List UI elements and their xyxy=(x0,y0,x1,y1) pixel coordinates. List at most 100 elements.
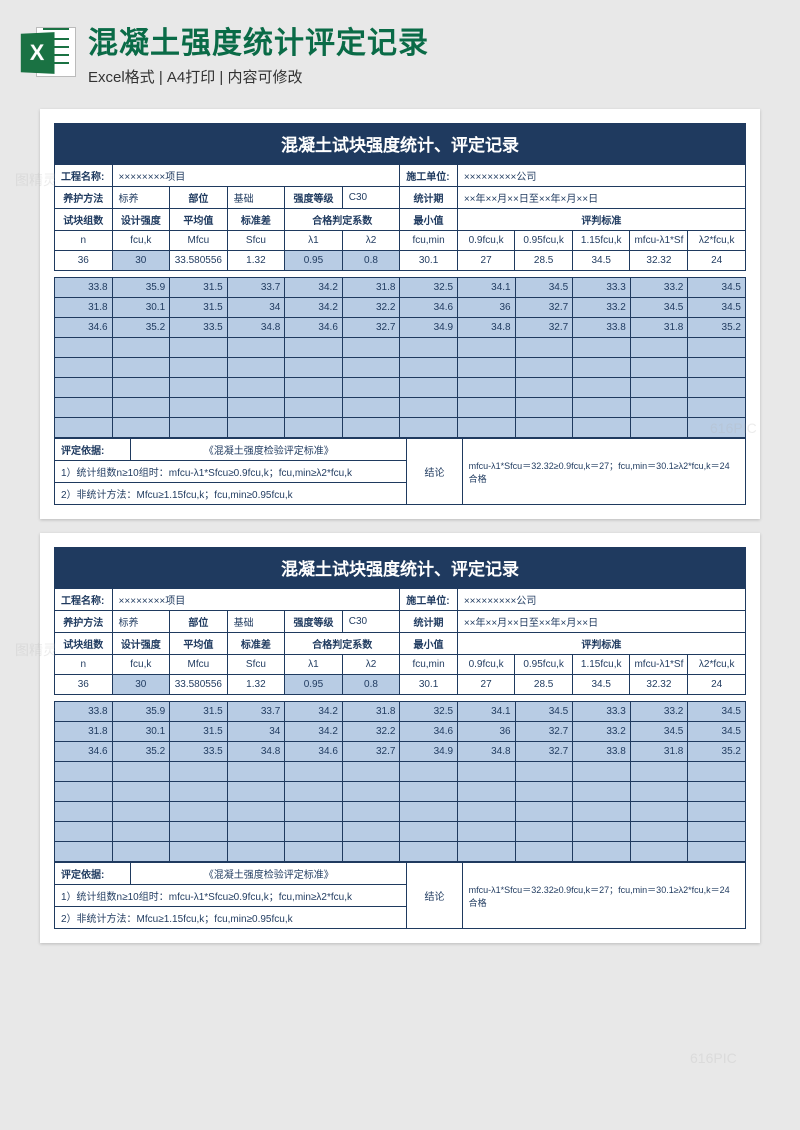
hdr-l2: λ2 xyxy=(342,655,400,675)
hdr-l1: λ1 xyxy=(285,655,343,675)
std-label: 标准差 xyxy=(227,633,285,655)
grade-value: C30 xyxy=(342,611,400,633)
criteria-label: 评判标准 xyxy=(457,209,745,231)
data-grid: 33.835.931.533.734.231.832.534.134.533.3… xyxy=(54,701,746,862)
data-cell-empty xyxy=(227,418,285,438)
data-cell: 31.5 xyxy=(170,298,228,318)
data-cell-empty xyxy=(630,378,688,398)
data-cell-empty xyxy=(573,782,631,802)
data-cell: 31.5 xyxy=(170,722,228,742)
data-cell-empty xyxy=(630,338,688,358)
data-cell-empty xyxy=(170,358,228,378)
hdr-c1: 0.9fcu,k xyxy=(457,231,515,251)
data-cell-empty xyxy=(285,358,343,378)
data-cell-empty xyxy=(400,418,458,438)
data-cell: 33.3 xyxy=(573,702,631,722)
data-cell-empty xyxy=(55,842,113,862)
data-cell: 34.5 xyxy=(630,298,688,318)
data-cell: 34.5 xyxy=(688,722,746,742)
hdr-n: n xyxy=(55,231,113,251)
part-label: 部位 xyxy=(170,611,228,633)
data-cell-empty xyxy=(573,762,631,782)
data-cell: 33.5 xyxy=(170,742,228,762)
period-label: 统计期 xyxy=(400,611,458,633)
data-cell-empty xyxy=(688,842,746,862)
data-cell-empty xyxy=(400,822,458,842)
data-cell-empty xyxy=(688,822,746,842)
data-cell: 35.9 xyxy=(112,278,170,298)
min-label: 最小值 xyxy=(400,633,458,655)
data-cell-empty xyxy=(170,822,228,842)
data-grid: 33.835.931.533.734.231.832.534.134.533.3… xyxy=(54,277,746,438)
hdr-c4: mfcu-λ1*Sf xyxy=(630,231,688,251)
data-cell-empty xyxy=(227,782,285,802)
data-cell-empty xyxy=(630,782,688,802)
hdr-sfcu: Sfcu xyxy=(227,231,285,251)
data-cell: 33.2 xyxy=(573,722,631,742)
data-cell: 34.6 xyxy=(400,298,458,318)
data-cell: 32.7 xyxy=(515,742,573,762)
data-cell-empty xyxy=(227,398,285,418)
data-cell-empty xyxy=(515,378,573,398)
val-c3: 34.5 xyxy=(572,675,630,695)
form-title: 混凝土试块强度统计、评定记录 xyxy=(54,547,746,588)
data-cell-empty xyxy=(630,358,688,378)
hdr-fcumin: fcu,min xyxy=(400,231,458,251)
data-cell-empty xyxy=(55,358,113,378)
basis-value: 《混凝土强度检验评定标准》 xyxy=(131,863,407,885)
data-cell: 34 xyxy=(227,298,285,318)
val-fcumin: 30.1 xyxy=(400,251,458,271)
grade-label: 强度等级 xyxy=(285,187,343,209)
conclusion-label: 结论 xyxy=(407,439,462,505)
page-title: 混凝土强度统计评定记录 xyxy=(88,18,780,62)
data-cell: 35.2 xyxy=(112,742,170,762)
data-cell: 33.8 xyxy=(573,742,631,762)
method-label: 养护方法 xyxy=(55,611,113,633)
data-cell: 32.7 xyxy=(342,742,400,762)
data-cell: 32.5 xyxy=(400,278,458,298)
data-cell: 32.7 xyxy=(515,722,573,742)
data-cell: 34.8 xyxy=(458,318,516,338)
data-cell: 34.6 xyxy=(285,742,343,762)
info-table: 工程名称: ××××××××项目 施工单位: ×××××××××公司 养护方法 … xyxy=(54,588,746,695)
data-cell-empty xyxy=(342,782,400,802)
data-cell-empty xyxy=(400,802,458,822)
data-cell-empty xyxy=(170,418,228,438)
part-value: 基础 xyxy=(227,611,285,633)
val-mfcu: 33.580556 xyxy=(170,675,228,695)
data-cell-empty xyxy=(55,398,113,418)
footer-table: 评定依据: 《混凝土强度检验评定标准》 结论 mfcu-λ1*Sfcu＝32.3… xyxy=(54,862,746,929)
design-label: 设计强度 xyxy=(112,633,170,655)
data-cell: 32.5 xyxy=(400,702,458,722)
data-cell-empty xyxy=(515,418,573,438)
coef-label: 合格判定系数 xyxy=(285,633,400,655)
data-cell-empty xyxy=(573,802,631,822)
data-cell: 34 xyxy=(227,722,285,742)
data-cell-empty xyxy=(342,338,400,358)
data-cell-empty xyxy=(112,842,170,862)
coef-label: 合格判定系数 xyxy=(285,209,400,231)
data-cell: 35.2 xyxy=(112,318,170,338)
design-label: 设计强度 xyxy=(112,209,170,231)
val-n: 36 xyxy=(55,251,113,271)
data-cell-empty xyxy=(227,378,285,398)
val-fcuk: 30 xyxy=(112,251,170,271)
data-cell-empty xyxy=(400,358,458,378)
data-cell-empty xyxy=(342,762,400,782)
val-c4: 32.32 xyxy=(630,675,688,695)
data-cell-empty xyxy=(55,782,113,802)
std-label: 标准差 xyxy=(227,209,285,231)
data-cell-empty xyxy=(285,822,343,842)
val-l2: 0.8 xyxy=(342,675,400,695)
hdr-c2: 0.95fcu,k xyxy=(515,231,573,251)
data-cell-empty xyxy=(285,378,343,398)
val-c3: 34.5 xyxy=(572,251,630,271)
data-cell: 33.7 xyxy=(227,278,285,298)
method-value: 标养 xyxy=(112,187,170,209)
data-cell: 33.8 xyxy=(55,278,113,298)
data-cell: 33.8 xyxy=(573,318,631,338)
data-cell-empty xyxy=(630,802,688,822)
data-cell: 33.8 xyxy=(55,702,113,722)
data-cell-empty xyxy=(112,378,170,398)
data-cell-empty xyxy=(573,338,631,358)
